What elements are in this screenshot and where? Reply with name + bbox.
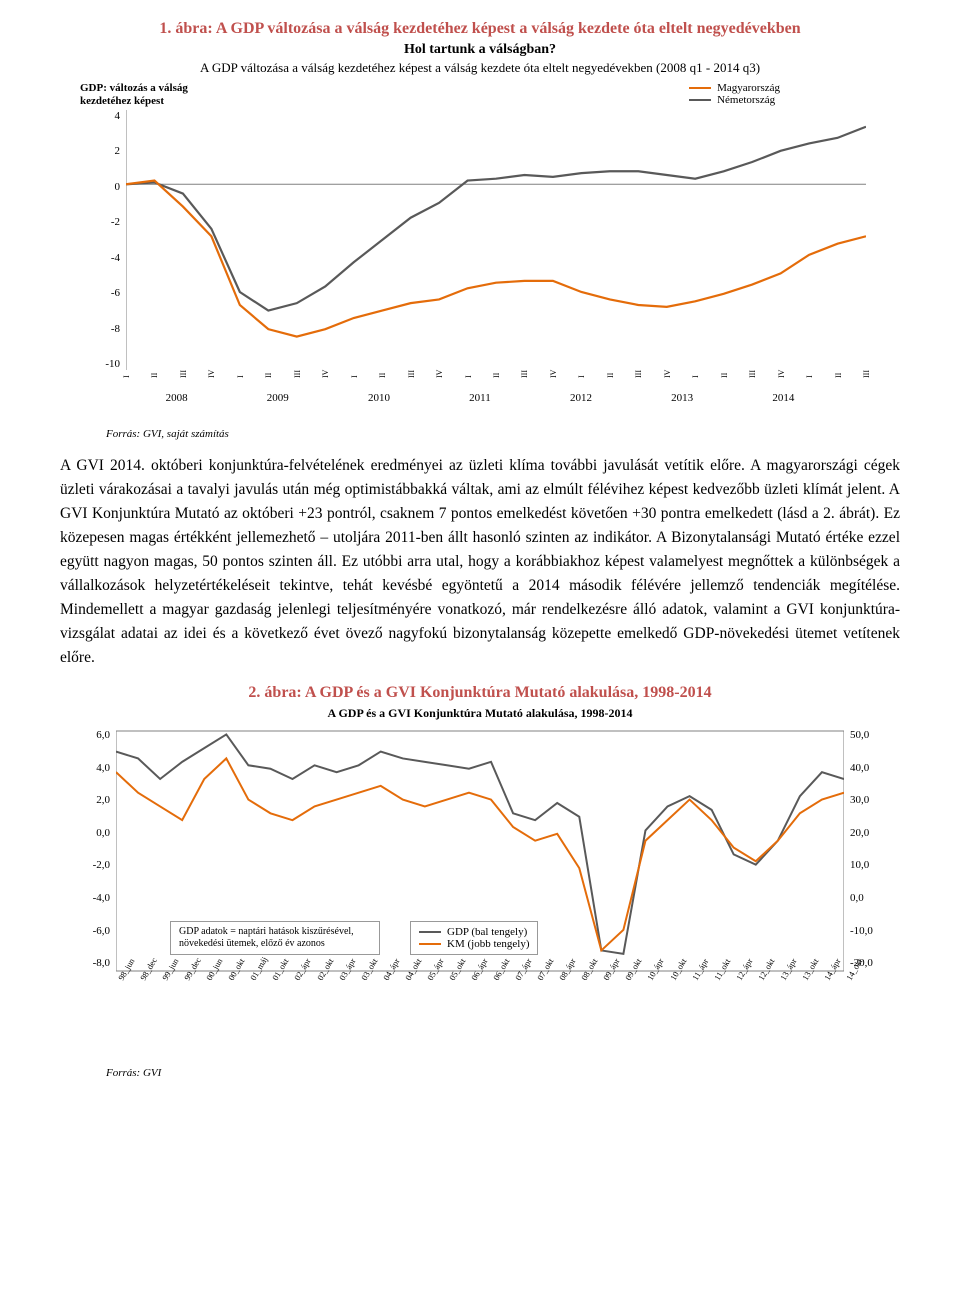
figure2-chart: 6,04,02,00,0-2,0-4,0-6,0-8,0 50,040,030,… [70, 723, 890, 1023]
figure1-year-labels: 2008200920102011201220132014 [126, 392, 834, 404]
legend-label-gdp: GDP (bal tengely) [447, 926, 527, 938]
legend-swatch-hungary [689, 87, 711, 89]
figure1-chart: GDP: változás a válság kezdetéhez képest… [80, 82, 880, 402]
legend-gdp: GDP (bal tengely) [419, 926, 529, 938]
legend-label-hungary: Magyarország [717, 82, 780, 94]
legend-km: KM (jobb tengely) [419, 938, 529, 950]
legend-swatch-km [419, 943, 441, 945]
body-paragraph: A GVI 2014. októberi konjunktúra-felvéte… [60, 454, 900, 670]
legend-hungary: Magyarország [689, 82, 780, 94]
figure1-yaxis-title: GDP: változás a válság kezdetéhez képest [80, 82, 200, 108]
figure2-legend: GDP (bal tengely) KM (jobb tengely) [410, 921, 538, 955]
figure-2: 2. ábra: A GDP és a GVI Konjunktúra Muta… [60, 684, 900, 1079]
figure1-y-labels: 420-2-4-6-8-10 [80, 110, 120, 370]
figure2-source: Forrás: GVI [106, 1067, 900, 1079]
figure1-legend: Magyarország Németország [689, 82, 780, 106]
figure2-title: 2. ábra: A GDP és a GVI Konjunktúra Muta… [60, 684, 900, 702]
legend-swatch-germany [689, 99, 711, 101]
figure1-subtitle2: A GDP változása a válság kezdetéhez képe… [60, 60, 900, 76]
figure1-svg [126, 106, 866, 396]
legend-label-km: KM (jobb tengely) [447, 938, 529, 950]
figure1-subtitle1: Hol tartunk a válságban? [60, 42, 900, 58]
figure2-subtitle: A GDP és a GVI Konjunktúra Mutató alakul… [60, 706, 900, 721]
legend-germany: Németország [689, 94, 780, 106]
legend-swatch-gdp [419, 931, 441, 933]
figure1-source: Forrás: GVI, saját számítás [106, 428, 900, 440]
figure2-note-box: GDP adatok = naptári hatások kiszűréséve… [170, 921, 380, 955]
figure2-y-left-labels: 6,04,02,00,0-2,0-4,0-6,0-8,0 [70, 729, 110, 969]
figure2-x-labels: 98_jun98_dec99_jun99_dec00_jun00_okt01_m… [116, 977, 844, 1059]
figure1-title: 1. ábra: A GDP változása a válság kezdet… [60, 20, 900, 38]
figure2-y-right-labels: 50,040,030,020,010,00,0-10,0-20,0 [850, 729, 890, 969]
figure-1: 1. ábra: A GDP változása a válság kezdet… [60, 20, 900, 440]
legend-label-germany: Németország [717, 94, 775, 106]
